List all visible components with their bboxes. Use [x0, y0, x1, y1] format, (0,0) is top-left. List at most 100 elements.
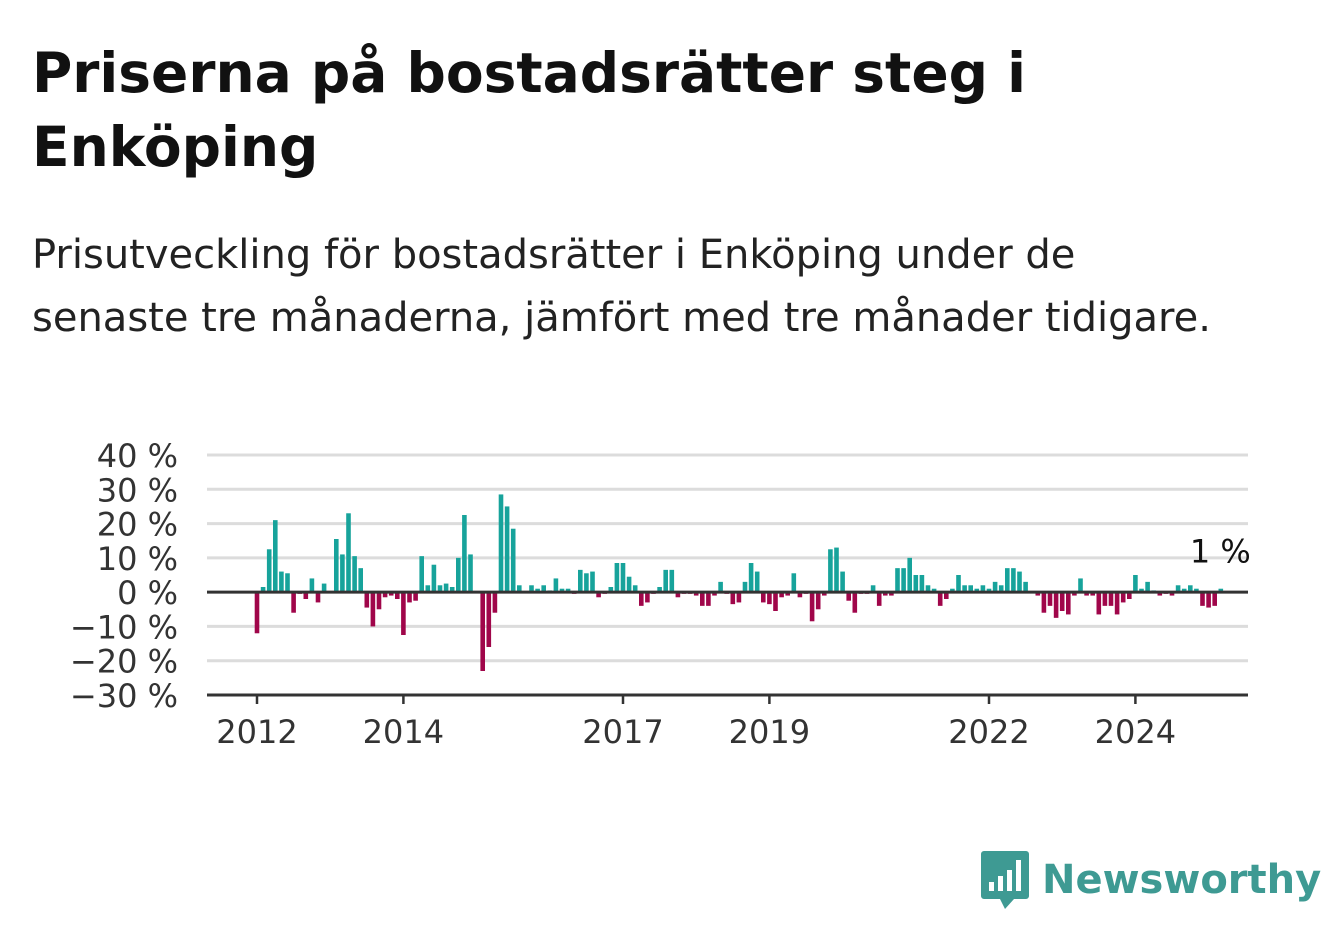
- bar: [907, 557, 912, 593]
- bar: [401, 592, 406, 635]
- bar: [742, 581, 748, 593]
- bar: [1041, 592, 1047, 613]
- bar: [901, 568, 906, 593]
- bar: [1078, 578, 1083, 593]
- bar: [370, 592, 376, 627]
- bar: [1157, 592, 1163, 596]
- bar: [303, 592, 309, 599]
- y-axis-tick-labels: 40 %30 %20 %10 %0 %−10 %−20 %−30 %: [70, 437, 178, 715]
- bar: [657, 587, 662, 593]
- bar: [529, 585, 534, 593]
- bar: [260, 587, 266, 593]
- bar: [870, 585, 876, 593]
- bar: [437, 585, 443, 593]
- bar: [968, 585, 973, 593]
- bar: [596, 592, 601, 598]
- bar: [675, 592, 681, 598]
- bar: [279, 571, 284, 593]
- bar: [1084, 592, 1089, 596]
- bar: [645, 592, 650, 603]
- bar: [1188, 585, 1193, 593]
- bar: [632, 585, 638, 593]
- bar: [919, 575, 925, 593]
- bar: [706, 592, 711, 606]
- bar: [1114, 592, 1120, 615]
- bar: [937, 592, 943, 606]
- bar: [1035, 592, 1041, 596]
- bar: [553, 578, 559, 593]
- bar: [998, 585, 1004, 593]
- bar: [1206, 592, 1211, 608]
- bar: [669, 569, 675, 593]
- bars: [254, 494, 1224, 671]
- chart-subtitle: Prisutveckling för bostadsrätter i Enköp…: [32, 232, 1211, 341]
- y-tick-label: −30 %: [70, 677, 178, 715]
- bar: [492, 592, 498, 613]
- x-tick-label: 2022: [948, 713, 1029, 751]
- bar: [852, 592, 858, 613]
- logo-text: Newsworthy: [1042, 857, 1322, 903]
- grid-lines: [207, 453, 1248, 663]
- bar: [449, 587, 455, 593]
- bar: [944, 592, 949, 599]
- bar: [1072, 592, 1077, 596]
- bar: [620, 563, 626, 593]
- bar: [413, 592, 418, 601]
- bar: [1139, 588, 1144, 593]
- bar: [346, 513, 351, 593]
- bar: [663, 569, 668, 593]
- bar: [419, 556, 424, 593]
- bar: [1169, 592, 1175, 596]
- bar: [504, 506, 510, 593]
- bar-chart: 40 %30 %20 %10 %0 %−10 %−20 %−30 % 2012 2…: [70, 437, 1251, 751]
- y-tick-label: 0 %: [117, 574, 178, 612]
- bar: [498, 494, 504, 593]
- bar: [1066, 592, 1071, 615]
- bar: [1023, 581, 1028, 593]
- bar: [889, 592, 894, 596]
- y-tick-label: 30 %: [97, 471, 178, 509]
- bar: [358, 568, 363, 593]
- x-tick-label: 2012: [216, 713, 297, 751]
- bar: [1181, 588, 1187, 593]
- bar: [608, 587, 614, 593]
- bar: [895, 568, 900, 593]
- bar: [407, 592, 412, 603]
- bar: [1090, 592, 1095, 596]
- bar: [712, 592, 717, 596]
- bar: [974, 588, 980, 593]
- x-tick-label: 2024: [1095, 713, 1176, 751]
- bar: [1102, 592, 1108, 606]
- chart-title: Priserna på bostadsrätter steg i Enköpin…: [32, 41, 1027, 179]
- y-tick-label: −20 %: [70, 643, 178, 681]
- bar-chart-speech-bubble-icon: [981, 851, 1029, 909]
- bar: [876, 592, 882, 606]
- bar: [266, 549, 272, 593]
- bar: [931, 588, 937, 593]
- bar: [962, 585, 967, 593]
- bar: [730, 592, 736, 605]
- last-value-label: 1 %: [1190, 533, 1251, 571]
- bar: [517, 585, 522, 593]
- bar: [883, 592, 888, 596]
- bar: [1005, 568, 1010, 593]
- bar: [578, 569, 583, 593]
- bar: [980, 585, 986, 593]
- bar: [535, 588, 540, 593]
- bar: [559, 588, 565, 593]
- x-tick-label: 2014: [363, 713, 444, 751]
- bar: [1053, 592, 1059, 618]
- bar: [822, 592, 827, 596]
- bar: [1175, 585, 1181, 593]
- bar: [992, 581, 998, 593]
- bar: [1047, 592, 1053, 606]
- newsworthy-logo: Newsworthy: [980, 848, 1321, 912]
- bar: [791, 573, 797, 593]
- y-tick-label: 40 %: [97, 437, 178, 475]
- bar: [1218, 588, 1224, 593]
- bar: [779, 592, 784, 598]
- bar: [486, 592, 492, 647]
- bar: [748, 563, 754, 593]
- y-tick-label: 20 %: [97, 506, 178, 544]
- bar: [1096, 592, 1102, 615]
